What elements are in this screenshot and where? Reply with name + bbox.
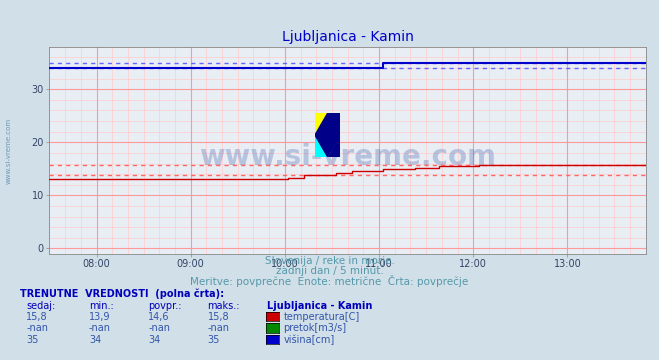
Text: sedaj:: sedaj:: [26, 301, 55, 311]
Text: 35: 35: [26, 335, 39, 345]
Text: 14,6: 14,6: [148, 312, 170, 322]
Polygon shape: [328, 113, 340, 135]
Title: Ljubljanica - Kamin: Ljubljanica - Kamin: [281, 30, 414, 44]
Text: Slovenija / reke in morje.: Slovenija / reke in morje.: [264, 256, 395, 266]
Text: Meritve: povprečne  Enote: metrične  Črta: povprečje: Meritve: povprečne Enote: metrične Črta:…: [190, 275, 469, 287]
Text: pretok[m3/s]: pretok[m3/s]: [283, 323, 347, 333]
Text: -nan: -nan: [208, 323, 229, 333]
Polygon shape: [315, 113, 340, 157]
Text: višina[cm]: višina[cm]: [283, 334, 335, 345]
Text: www.si-vreme.com: www.si-vreme.com: [5, 118, 11, 184]
Text: -nan: -nan: [89, 323, 111, 333]
Text: Ljubljanica - Kamin: Ljubljanica - Kamin: [267, 301, 372, 311]
Text: TRENUTNE  VREDNOSTI  (polna črta):: TRENUTNE VREDNOSTI (polna črta):: [20, 288, 224, 299]
Text: -nan: -nan: [26, 323, 48, 333]
Polygon shape: [315, 135, 328, 157]
Text: 15,8: 15,8: [208, 312, 229, 322]
Text: 34: 34: [148, 335, 161, 345]
Text: 13,9: 13,9: [89, 312, 111, 322]
Polygon shape: [328, 135, 340, 157]
Text: -nan: -nan: [148, 323, 170, 333]
Text: 35: 35: [208, 335, 220, 345]
Polygon shape: [315, 113, 328, 135]
Text: min.:: min.:: [89, 301, 114, 311]
Text: povpr.:: povpr.:: [148, 301, 182, 311]
Text: 15,8: 15,8: [26, 312, 48, 322]
Text: temperatura[C]: temperatura[C]: [283, 312, 360, 322]
Text: zadnji dan / 5 minut.: zadnji dan / 5 minut.: [275, 266, 384, 276]
Text: 34: 34: [89, 335, 101, 345]
Text: maks.:: maks.:: [208, 301, 240, 311]
Text: www.si-vreme.com: www.si-vreme.com: [199, 143, 496, 171]
